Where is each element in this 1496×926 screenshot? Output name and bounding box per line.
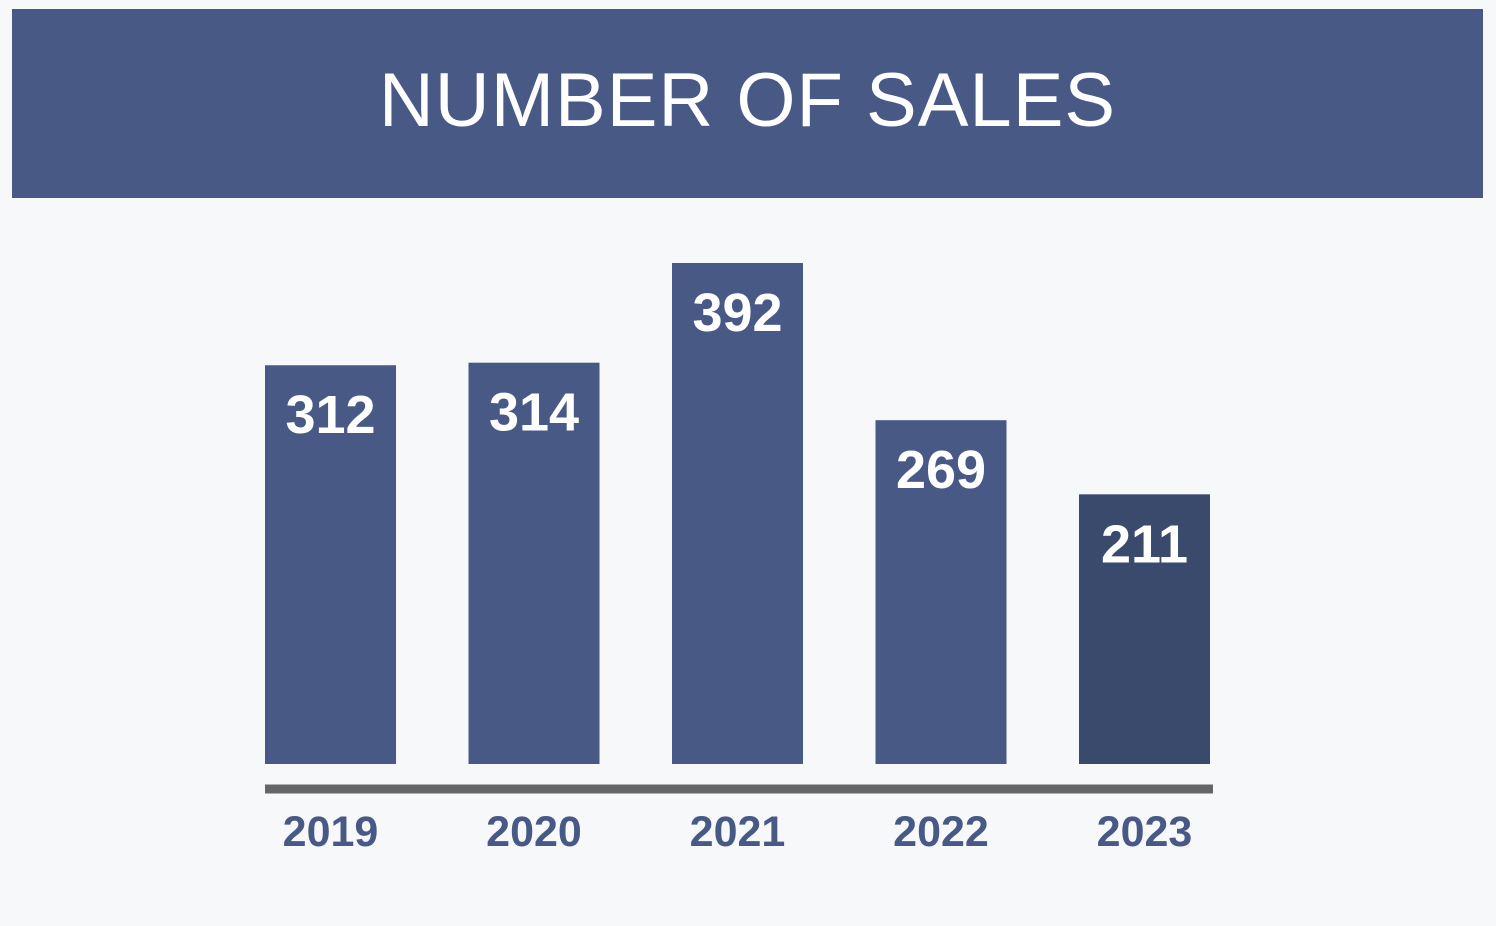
bar-value-label-2023: 211	[1101, 514, 1188, 574]
bar-2019	[265, 365, 396, 764]
bar-value-label-2022: 269	[896, 440, 986, 500]
x-tick-label-2021: 2021	[690, 808, 786, 856]
x-tick-label-2020: 2020	[486, 808, 582, 856]
bar-value-label-2019: 312	[285, 385, 375, 445]
x-tick-label-2019: 2019	[283, 808, 379, 856]
tick-labels-group: 2019 2020 2021 2022 2023	[283, 808, 1193, 856]
bar-2022	[875, 420, 1007, 764]
chart-title: NUMBER OF SALES	[378, 57, 1117, 143]
bar-2023	[1079, 494, 1210, 764]
bar-value-label-2020: 314	[489, 383, 579, 443]
bar-2021	[672, 263, 803, 764]
bars-group: 312 314 392 269 211	[265, 263, 1210, 764]
bar-value-label-2021: 392	[692, 283, 782, 343]
title-banner: NUMBER OF SALES	[12, 9, 1483, 198]
bar-2020	[468, 362, 600, 764]
x-tick-label-2023: 2023	[1097, 808, 1193, 856]
x-tick-label-2022: 2022	[893, 808, 989, 856]
